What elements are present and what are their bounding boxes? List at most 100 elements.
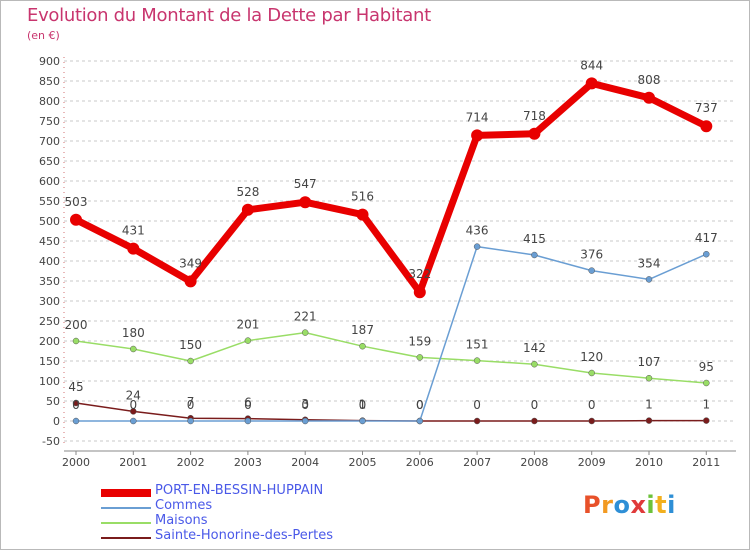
- y-tick-label: 250: [39, 315, 60, 328]
- data-label: 844: [580, 58, 603, 72]
- data-label: 354: [638, 256, 661, 270]
- logo-letter: i: [667, 491, 676, 519]
- data-point: [703, 250, 710, 258]
- legend-label: Maisons: [155, 513, 208, 528]
- data-label: 159: [408, 334, 431, 348]
- data-point: [645, 374, 653, 382]
- data-point: [127, 242, 140, 255]
- data-label: 150: [179, 338, 202, 352]
- x-tick-label: 2008: [520, 456, 548, 469]
- data-label: 0: [72, 398, 80, 412]
- x-tick-label: 2000: [62, 456, 90, 469]
- data-label: 95: [699, 360, 714, 374]
- data-point: [473, 417, 481, 425]
- logo-letter: t: [655, 491, 668, 519]
- data-label: 431: [122, 224, 145, 238]
- x-tick-label: 2005: [349, 456, 377, 469]
- y-tick-label: 150: [39, 355, 60, 368]
- x-tick-label: 2011: [692, 456, 720, 469]
- y-tick-label: 650: [39, 155, 60, 168]
- data-point: [588, 369, 595, 377]
- data-point: [700, 120, 713, 133]
- data-point: [359, 342, 366, 350]
- y-tick-label: 0: [53, 415, 60, 428]
- data-point: [130, 345, 137, 353]
- data-label: 187: [351, 323, 374, 337]
- x-tick-label: 2006: [406, 456, 434, 469]
- data-label: 436: [466, 224, 489, 238]
- y-tick-label: 100: [39, 375, 60, 388]
- data-point: [72, 337, 80, 345]
- data-label: 0: [473, 398, 481, 412]
- data-label: 718: [523, 109, 546, 123]
- data-label: 0: [129, 398, 137, 412]
- data-point: [531, 417, 538, 425]
- data-label: 151: [466, 338, 489, 352]
- data-label: 322: [408, 267, 431, 281]
- data-point: [301, 417, 309, 425]
- data-point: [356, 208, 369, 221]
- legend-swatch: [101, 522, 151, 524]
- data-point: [473, 243, 481, 250]
- data-label: 45: [68, 380, 83, 394]
- chart-title: Evolution du Montant de la Dette par Hab…: [27, 5, 431, 26]
- data-label: 221: [294, 310, 317, 324]
- data-label: 201: [236, 318, 259, 332]
- data-label: 503: [65, 195, 88, 209]
- data-point: [130, 408, 137, 415]
- y-tick-label: 350: [39, 275, 60, 288]
- data-label: 107: [638, 355, 661, 369]
- data-point: [531, 360, 538, 368]
- data-label: 200: [65, 318, 88, 332]
- data-label: 3: [301, 397, 309, 411]
- legend-swatch: [101, 489, 151, 497]
- x-tick-label: 2007: [463, 456, 491, 469]
- x-tick-label: 2002: [177, 456, 205, 469]
- y-tick-label: 300: [39, 295, 60, 308]
- x-tick-label: 2009: [578, 456, 606, 469]
- data-point: [70, 213, 82, 226]
- logo-letter: r: [601, 491, 614, 519]
- y-tick-label: 50: [46, 395, 60, 408]
- y-tick-label: 450: [39, 235, 60, 248]
- series-line: [72, 79, 710, 296]
- legend-label: PORT-EN-BESSIN-HUPPAIN: [155, 483, 324, 498]
- data-point: [187, 417, 194, 425]
- logo-letter: P: [583, 491, 602, 519]
- data-point: [643, 91, 655, 104]
- y-tick-label: 200: [39, 335, 60, 348]
- data-point: [241, 203, 254, 216]
- data-label: 516: [351, 190, 374, 204]
- data-point: [244, 417, 252, 425]
- legend-swatch: [101, 507, 151, 509]
- data-point: [585, 77, 598, 90]
- x-tick-label: 2010: [635, 456, 663, 469]
- data-label: 0: [187, 398, 195, 412]
- data-label: 528: [236, 185, 259, 199]
- data-label: 714: [466, 110, 489, 124]
- data-label: 808: [638, 73, 661, 87]
- data-label: 1: [702, 398, 710, 412]
- data-point: [72, 399, 80, 407]
- y-tick-label: 700: [39, 135, 60, 148]
- series-line: [75, 402, 708, 422]
- data-label: 120: [580, 350, 603, 364]
- y-tick-label: 800: [39, 95, 60, 108]
- data-point: [187, 357, 194, 365]
- data-label: 737: [695, 101, 718, 115]
- y-tick-label: 550: [39, 195, 60, 208]
- y-tick-label: 750: [39, 115, 60, 128]
- logo-letter: x: [630, 491, 647, 519]
- data-point: [301, 329, 309, 336]
- data-label: 6: [244, 396, 252, 410]
- proxiti-logo: Proxiti: [583, 491, 676, 519]
- data-label: 415: [523, 232, 546, 246]
- data-label: 349: [179, 256, 202, 270]
- series-line: [75, 331, 708, 384]
- data-label: 547: [294, 177, 317, 191]
- y-tick-label: 400: [39, 255, 60, 268]
- data-point: [645, 276, 653, 283]
- y-tick-label: 850: [39, 75, 60, 88]
- legend-label: Sainte-Honorine-des-Pertes: [155, 528, 333, 543]
